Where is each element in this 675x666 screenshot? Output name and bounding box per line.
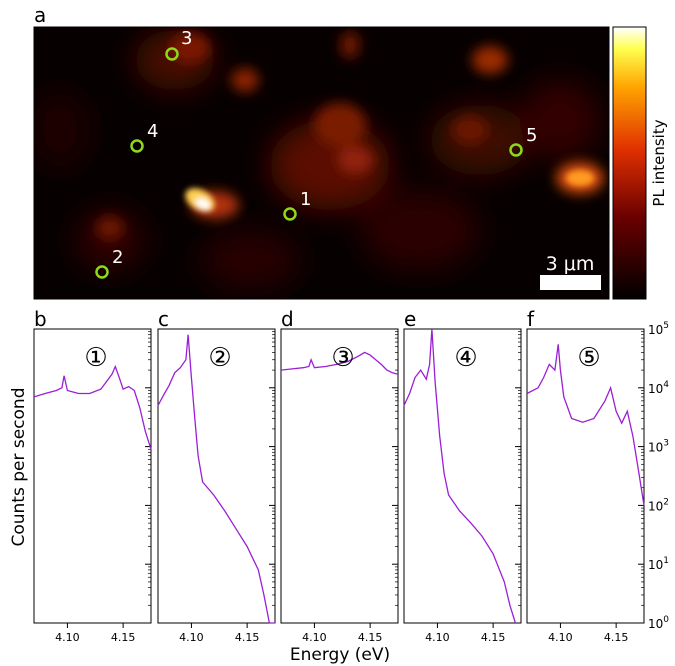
spectrum-panel-b: b 4.10 4.15 ① — [33, 307, 152, 644]
x-tick-label: 4.10 — [548, 631, 573, 644]
y-tick-label: 102 — [648, 497, 669, 513]
map-frame — [33, 26, 610, 300]
panel-label: e — [404, 307, 416, 331]
marker-label: 4 — [147, 121, 158, 142]
spectrum-line — [526, 344, 645, 506]
panel-label: c — [158, 307, 169, 331]
spectrum-label: ⑤ — [577, 343, 600, 373]
plot-frame — [33, 328, 152, 624]
scalebar-label: 3 μm — [546, 253, 595, 275]
y-tick-exponent: 0 — [663, 615, 669, 625]
y-tick-exponent: 4 — [663, 380, 669, 390]
colorbar-label: PL intensity — [650, 119, 668, 206]
panel-label: d — [281, 307, 294, 331]
marker-circle — [283, 207, 297, 221]
x-tick-label: 4.15 — [111, 631, 136, 644]
marker-label: 2 — [112, 247, 123, 268]
y-tick-label: 100 — [648, 615, 669, 631]
x-tick-label: 4.10 — [55, 631, 80, 644]
spectrum-line — [33, 364, 152, 450]
marker-5: 5 — [509, 125, 537, 157]
spectrum-label: ③ — [331, 343, 354, 373]
marker-label: 5 — [526, 125, 537, 146]
marker-4: 4 — [130, 121, 158, 153]
y-tick-label: 103 — [648, 439, 669, 455]
spectrum-panel-e: e 4.10 4.15 ④ — [403, 307, 522, 644]
spectra-panels: b 4.10 4.15 ① c 4.10 4.15 ② d 4.10 4.15 ③ e 4.10 4.15 ④… — [33, 307, 669, 644]
x-tick-label: 4.15 — [604, 631, 629, 644]
plot-frame — [526, 328, 645, 624]
marker-circle — [509, 143, 523, 157]
panel-label: f — [527, 307, 535, 331]
marker-circle — [165, 47, 179, 61]
y-tick-exponent: 1 — [663, 556, 669, 566]
x-tick-label: 4.10 — [302, 631, 327, 644]
marker-label: 3 — [181, 28, 192, 49]
marker-circle — [130, 139, 144, 153]
colorbar — [612, 26, 647, 300]
spectrum-panel-c: c 4.10 4.15 ② — [157, 307, 276, 644]
spectrum-label: ② — [208, 343, 231, 373]
spectrum-line — [403, 328, 517, 624]
plot-frame — [280, 328, 399, 624]
y-tick-label: 104 — [648, 380, 669, 396]
y-tick-label: 105 — [648, 321, 669, 337]
marker-circle — [95, 265, 109, 279]
x-axis-label: Energy (eV) — [290, 645, 390, 665]
x-tick-label: 4.10 — [425, 631, 450, 644]
x-tick-label: 4.15 — [358, 631, 383, 644]
spectrum-label: ① — [84, 343, 107, 373]
y-axis-label: Counts per second — [9, 387, 29, 546]
y-tick-exponent: 5 — [663, 321, 669, 331]
plot-frame — [157, 328, 276, 624]
spectrum-line — [280, 351, 399, 375]
spectrum-line — [157, 334, 275, 624]
pl-map — [34, 27, 609, 299]
x-tick-label: 4.15 — [235, 631, 260, 644]
x-tick-label: 4.15 — [481, 631, 506, 644]
marker-label: 1 — [300, 189, 311, 210]
marker-2: 2 — [95, 247, 123, 279]
spectrum-panel-f: f 4.10 4.15 ⑤ — [526, 307, 645, 644]
y-tick-exponent: 2 — [663, 497, 669, 507]
panel-label-a: a — [34, 3, 46, 27]
marker-3: 3 — [165, 28, 192, 61]
panel-label: b — [34, 307, 47, 331]
y-tick-exponent: 3 — [663, 439, 669, 449]
spectrum-panel-d: d 4.10 4.15 ③ — [280, 307, 399, 644]
scalebar — [540, 275, 601, 290]
y-tick-label: 101 — [648, 556, 669, 572]
marker-1: 1 — [283, 189, 311, 221]
spectrum-label: ④ — [454, 343, 477, 373]
x-tick-label: 4.10 — [179, 631, 204, 644]
